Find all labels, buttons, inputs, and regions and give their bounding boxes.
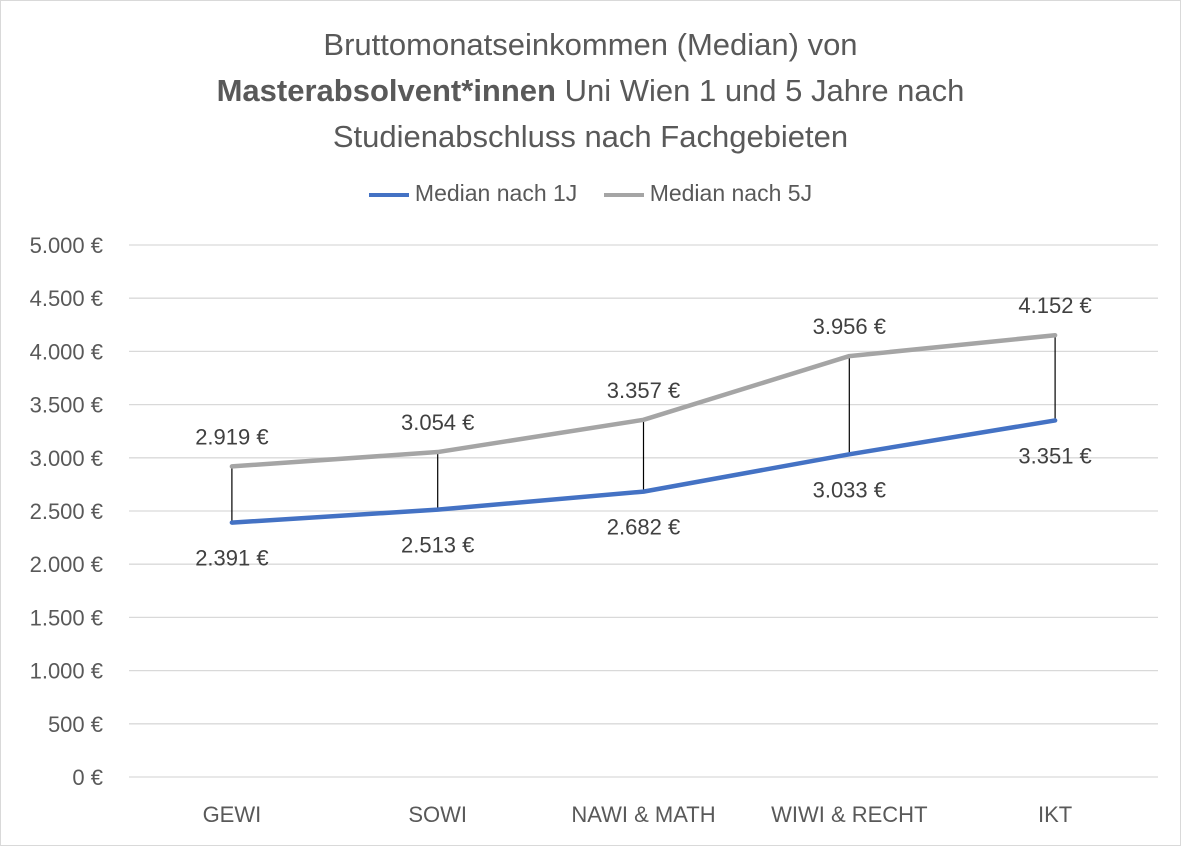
y-tick-label: 2.000 € <box>30 552 103 577</box>
legend-swatch-series-2 <box>603 192 644 197</box>
data-label-median-5j: 3.054 € <box>401 410 474 435</box>
data-label-median-1j: 3.033 € <box>813 477 886 502</box>
title-line-2: Masterabsolvent*innen Uni Wien 1 und 5 J… <box>0 68 1181 114</box>
series-line-median-1j <box>229 418 1058 525</box>
legend-item-series-2: Median nach 5J <box>603 178 813 208</box>
y-tick-label: 5.000 € <box>30 233 103 258</box>
y-tick-label: 1.000 € <box>30 659 103 684</box>
x-tick-label: SOWI <box>408 802 467 827</box>
data-label-median-1j: 2.391 € <box>195 546 268 571</box>
data-label-median-1j: 2.682 € <box>607 515 680 540</box>
x-tick-label: IKT <box>1038 802 1072 827</box>
y-tick-label: 0 € <box>72 765 103 790</box>
y-tick-label: 4.500 € <box>30 286 103 311</box>
y-tick-label: 500 € <box>48 712 103 737</box>
x-tick-label: NAWI & MATH <box>571 802 715 827</box>
data-label-median-5j: 3.357 € <box>607 378 680 403</box>
legend-swatch-series-1 <box>368 192 409 197</box>
y-tick-label: 2.500 € <box>30 499 103 524</box>
series-line-median-5j <box>229 332 1058 469</box>
legend-label-series-2: Median nach 5J <box>649 180 813 206</box>
y-tick-label: 4.000 € <box>30 339 103 364</box>
y-tick-label: 3.500 € <box>30 393 103 418</box>
x-tick-label: WIWI & RECHT <box>771 802 927 827</box>
legend-item-series-1: Median nach 1J <box>368 178 578 208</box>
y-tick-label: 3.000 € <box>30 446 103 471</box>
y-tick-label: 1.500 € <box>30 605 103 630</box>
chart-title: Bruttomonatseinkommen (Median) von Maste… <box>0 22 1181 160</box>
chart-legend: Median nach 1J Median nach 5J <box>0 178 1181 208</box>
data-label-median-5j: 4.152 € <box>1018 293 1091 318</box>
title-line-3: Studienabschluss nach Fachgebieten <box>332 119 849 154</box>
legend-label-series-1: Median nach 1J <box>414 180 578 206</box>
data-label-median-1j: 3.351 € <box>1018 443 1091 468</box>
title-line-2-rest: Uni Wien 1 und 5 Jahre nach <box>555 73 965 108</box>
title-line-1: Bruttomonatseinkommen (Median) von <box>323 27 858 62</box>
data-label-median-1j: 2.513 € <box>401 533 474 558</box>
title-bold-part: Masterabsolvent*innen <box>216 73 556 108</box>
x-tick-label: GEWI <box>203 802 262 827</box>
data-label-median-5j: 2.919 € <box>195 424 268 449</box>
data-label-median-5j: 3.956 € <box>813 314 886 339</box>
